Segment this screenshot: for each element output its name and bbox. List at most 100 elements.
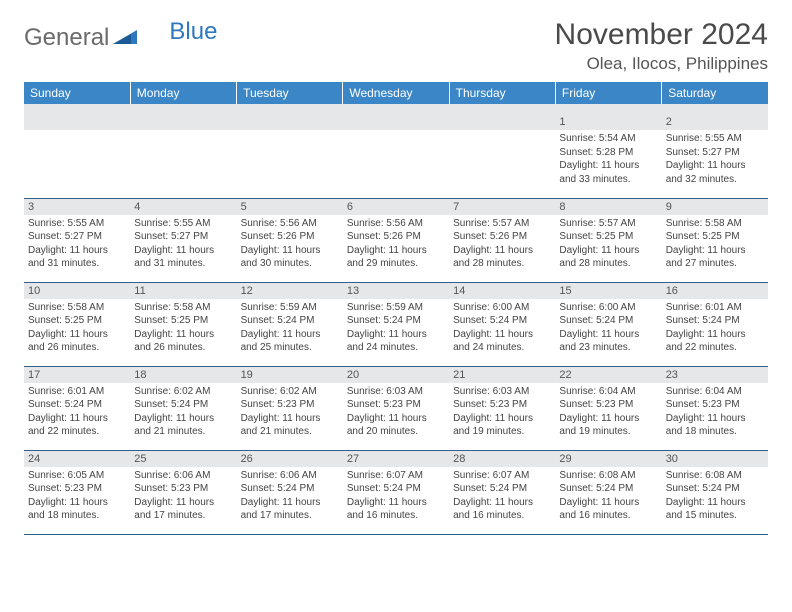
day-details: Sunrise: 6:06 AMSunset: 5:23 PMDaylight:… [130,467,236,527]
day-number: 24 [24,451,130,467]
day-number: 1 [555,114,661,130]
day-details: Sunrise: 6:00 AMSunset: 5:24 PMDaylight:… [449,299,555,359]
calendar-day-cell: 21Sunrise: 6:03 AMSunset: 5:23 PMDayligh… [449,366,555,450]
day-details: Sunrise: 6:05 AMSunset: 5:23 PMDaylight:… [24,467,130,527]
calendar-day-cell: 19Sunrise: 6:02 AMSunset: 5:23 PMDayligh… [237,366,343,450]
day-number: 27 [343,451,449,467]
day-details: Sunrise: 6:08 AMSunset: 5:24 PMDaylight:… [555,467,661,527]
day-details: Sunrise: 6:02 AMSunset: 5:24 PMDaylight:… [130,383,236,443]
day-number: 8 [555,199,661,215]
calendar-day-cell: 28Sunrise: 6:07 AMSunset: 5:24 PMDayligh… [449,450,555,534]
day-number: 29 [555,451,661,467]
empty-day [343,114,449,130]
day-details: Sunrise: 6:04 AMSunset: 5:23 PMDaylight:… [555,383,661,443]
calendar-day-cell: 8Sunrise: 5:57 AMSunset: 5:25 PMDaylight… [555,198,661,282]
day-number: 11 [130,283,236,299]
day-number: 4 [130,199,236,215]
calendar-day-cell: 29Sunrise: 6:08 AMSunset: 5:24 PMDayligh… [555,450,661,534]
day-details: Sunrise: 6:07 AMSunset: 5:24 PMDaylight:… [449,467,555,527]
calendar-day-cell: 26Sunrise: 6:06 AMSunset: 5:24 PMDayligh… [237,450,343,534]
day-details: Sunrise: 5:58 AMSunset: 5:25 PMDaylight:… [130,299,236,359]
calendar-day-cell [449,114,555,198]
weekday-header-row: SundayMondayTuesdayWednesdayThursdayFrid… [24,82,768,104]
day-details: Sunrise: 6:02 AMSunset: 5:23 PMDaylight:… [237,383,343,443]
day-details: Sunrise: 5:59 AMSunset: 5:24 PMDaylight:… [237,299,343,359]
day-details: Sunrise: 6:07 AMSunset: 5:24 PMDaylight:… [343,467,449,527]
weekday-header: Wednesday [343,82,449,104]
day-number: 21 [449,367,555,383]
calendar-day-cell: 13Sunrise: 5:59 AMSunset: 5:24 PMDayligh… [343,282,449,366]
day-number: 7 [449,199,555,215]
calendar-week-row: 1Sunrise: 5:54 AMSunset: 5:28 PMDaylight… [24,114,768,198]
calendar-day-cell: 9Sunrise: 5:58 AMSunset: 5:25 PMDaylight… [662,198,768,282]
spacer-cell [662,104,768,114]
spacer-cell [237,104,343,114]
day-number: 14 [449,283,555,299]
calendar-day-cell: 4Sunrise: 5:55 AMSunset: 5:27 PMDaylight… [130,198,236,282]
calendar-day-cell: 24Sunrise: 6:05 AMSunset: 5:23 PMDayligh… [24,450,130,534]
day-details: Sunrise: 6:06 AMSunset: 5:24 PMDaylight:… [237,467,343,527]
empty-day [237,114,343,130]
month-title: November 2024 [555,18,768,52]
header: General Blue November 2024 Olea, Ilocos,… [24,18,768,74]
calendar-day-cell: 11Sunrise: 5:58 AMSunset: 5:25 PMDayligh… [130,282,236,366]
weekday-header: Sunday [24,82,130,104]
calendar-day-cell: 17Sunrise: 6:01 AMSunset: 5:24 PMDayligh… [24,366,130,450]
location: Olea, Ilocos, Philippines [555,54,768,74]
day-details: Sunrise: 6:03 AMSunset: 5:23 PMDaylight:… [343,383,449,443]
day-details: Sunrise: 6:04 AMSunset: 5:23 PMDaylight:… [662,383,768,443]
day-number: 10 [24,283,130,299]
calendar-table: SundayMondayTuesdayWednesdayThursdayFrid… [24,82,768,535]
day-details: Sunrise: 5:58 AMSunset: 5:25 PMDaylight:… [24,299,130,359]
brand-triangle-icon [113,24,139,52]
day-number: 15 [555,283,661,299]
day-number: 30 [662,451,768,467]
empty-day [449,114,555,130]
calendar-day-cell: 16Sunrise: 6:01 AMSunset: 5:24 PMDayligh… [662,282,768,366]
day-number: 5 [237,199,343,215]
weekday-header: Friday [555,82,661,104]
day-number: 3 [24,199,130,215]
calendar-day-cell: 3Sunrise: 5:55 AMSunset: 5:27 PMDaylight… [24,198,130,282]
day-details: Sunrise: 5:57 AMSunset: 5:26 PMDaylight:… [449,215,555,275]
calendar-day-cell: 1Sunrise: 5:54 AMSunset: 5:28 PMDaylight… [555,114,661,198]
day-number: 28 [449,451,555,467]
calendar-day-cell: 6Sunrise: 5:56 AMSunset: 5:26 PMDaylight… [343,198,449,282]
calendar-day-cell: 18Sunrise: 6:02 AMSunset: 5:24 PMDayligh… [130,366,236,450]
calendar-day-cell [130,114,236,198]
day-details: Sunrise: 5:55 AMSunset: 5:27 PMDaylight:… [24,215,130,275]
day-number: 20 [343,367,449,383]
day-details: Sunrise: 6:00 AMSunset: 5:24 PMDaylight:… [555,299,661,359]
calendar-day-cell: 15Sunrise: 6:00 AMSunset: 5:24 PMDayligh… [555,282,661,366]
spacer-cell [130,104,236,114]
calendar-day-cell: 5Sunrise: 5:56 AMSunset: 5:26 PMDaylight… [237,198,343,282]
weekday-header: Saturday [662,82,768,104]
day-number: 22 [555,367,661,383]
calendar-week-row: 10Sunrise: 5:58 AMSunset: 5:25 PMDayligh… [24,282,768,366]
calendar-week-row: 17Sunrise: 6:01 AMSunset: 5:24 PMDayligh… [24,366,768,450]
calendar-day-cell: 14Sunrise: 6:00 AMSunset: 5:24 PMDayligh… [449,282,555,366]
day-details: Sunrise: 5:57 AMSunset: 5:25 PMDaylight:… [555,215,661,275]
calendar-day-cell: 27Sunrise: 6:07 AMSunset: 5:24 PMDayligh… [343,450,449,534]
weekday-header: Tuesday [237,82,343,104]
calendar-day-cell: 23Sunrise: 6:04 AMSunset: 5:23 PMDayligh… [662,366,768,450]
calendar-body: 1Sunrise: 5:54 AMSunset: 5:28 PMDaylight… [24,104,768,534]
day-number: 17 [24,367,130,383]
day-details: Sunrise: 5:55 AMSunset: 5:27 PMDaylight:… [130,215,236,275]
calendar-day-cell: 22Sunrise: 6:04 AMSunset: 5:23 PMDayligh… [555,366,661,450]
calendar-day-cell: 2Sunrise: 5:55 AMSunset: 5:27 PMDaylight… [662,114,768,198]
day-number: 12 [237,283,343,299]
spacer-cell [555,104,661,114]
calendar-day-cell: 10Sunrise: 5:58 AMSunset: 5:25 PMDayligh… [24,282,130,366]
spacer-cell [449,104,555,114]
calendar-day-cell: 30Sunrise: 6:08 AMSunset: 5:24 PMDayligh… [662,450,768,534]
day-number: 26 [237,451,343,467]
header-spacer-row [24,104,768,114]
calendar-day-cell: 7Sunrise: 5:57 AMSunset: 5:26 PMDaylight… [449,198,555,282]
day-details: Sunrise: 5:58 AMSunset: 5:25 PMDaylight:… [662,215,768,275]
calendar-day-cell: 25Sunrise: 6:06 AMSunset: 5:23 PMDayligh… [130,450,236,534]
title-block: November 2024 Olea, Ilocos, Philippines [555,18,768,74]
day-number: 23 [662,367,768,383]
calendar-day-cell: 12Sunrise: 5:59 AMSunset: 5:24 PMDayligh… [237,282,343,366]
empty-day [130,114,236,130]
